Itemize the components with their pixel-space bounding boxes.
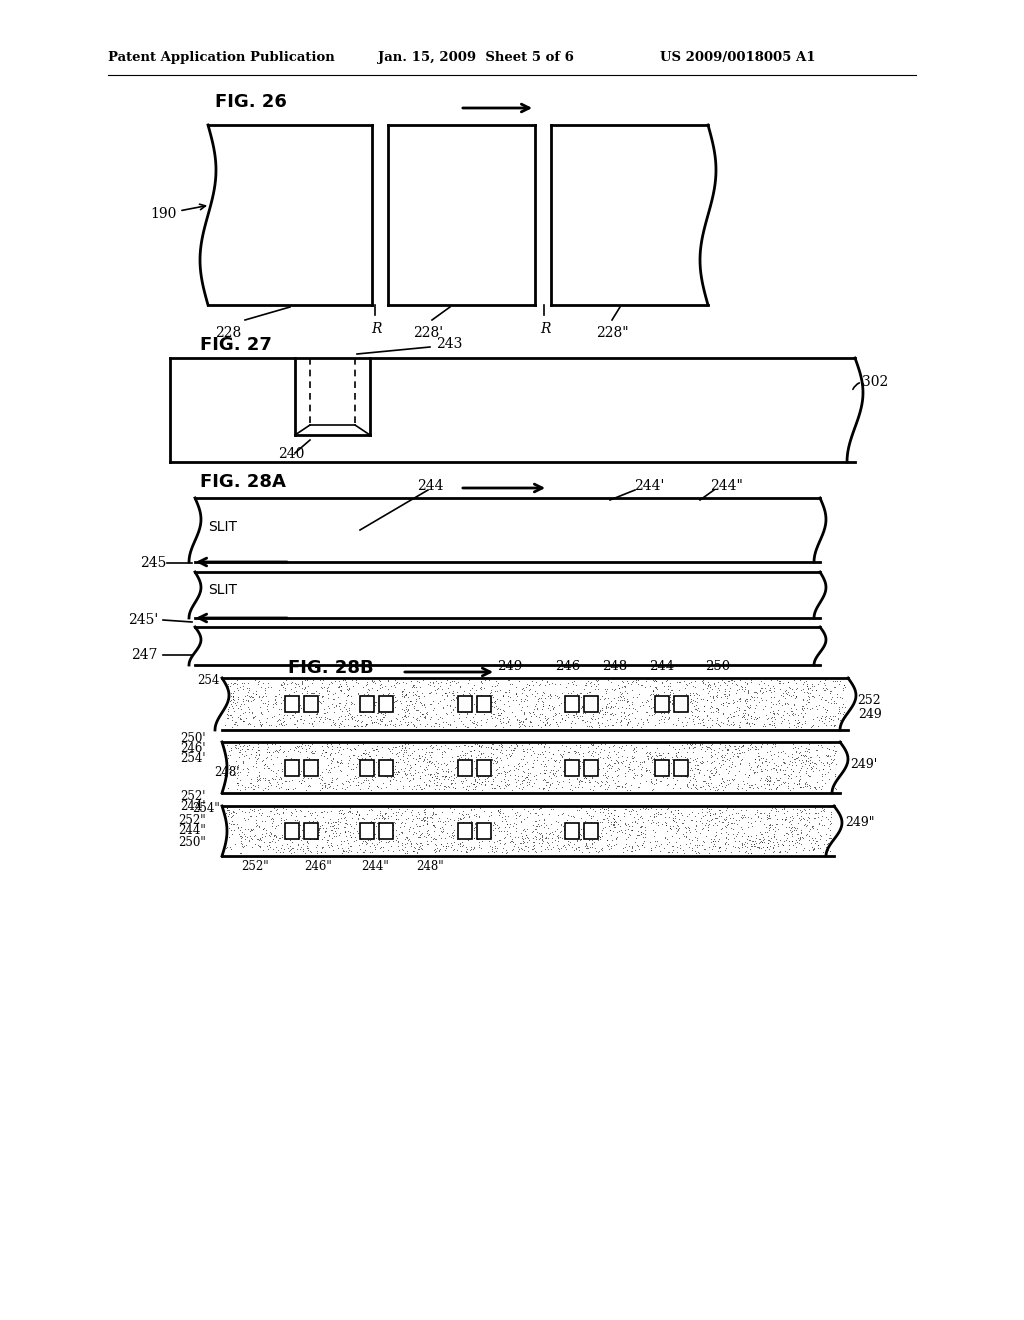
Text: 249': 249' [850,758,878,771]
Text: SLIT: SLIT [208,583,237,597]
Text: SLIT: SLIT [208,520,237,535]
Bar [674,759,688,776]
Bar [379,822,393,840]
Text: 250': 250' [180,731,206,744]
Text: 246': 246' [180,742,206,755]
Text: 248': 248' [215,766,240,779]
Text: 228: 228 [215,326,241,341]
Bar [458,696,472,711]
Text: 228": 228" [596,326,629,341]
Bar [360,696,374,711]
Bar [360,822,374,840]
Text: 244": 244" [361,859,389,873]
Bar [379,759,393,776]
Text: 248: 248 [602,660,628,673]
Text: FIG. 28B: FIG. 28B [288,659,374,677]
Text: 302: 302 [862,375,888,389]
Text: 243: 243 [436,337,463,351]
Text: 244: 244 [418,479,444,492]
Bar [304,696,318,711]
Bar [584,822,598,840]
Text: 252': 252' [180,789,206,803]
Text: 254': 254' [180,751,206,764]
Text: 249: 249 [498,660,522,673]
Text: FIG. 27: FIG. 27 [200,337,272,354]
Text: 244: 244 [649,660,675,673]
Text: 190: 190 [150,205,206,220]
Bar [565,822,579,840]
Bar [565,759,579,776]
Bar [655,696,669,711]
Text: 250: 250 [706,660,730,673]
Text: 249": 249" [845,816,874,829]
Text: R: R [540,322,550,337]
Bar [458,822,472,840]
Bar [304,822,318,840]
Bar [458,759,472,776]
Bar [584,759,598,776]
Bar [379,696,393,711]
Text: FIG. 26: FIG. 26 [215,92,287,111]
Bar [477,696,490,711]
Text: 250": 250" [178,837,206,850]
Text: 245': 245' [128,612,158,627]
Bar [285,759,299,776]
Text: 248": 248" [416,859,443,873]
Text: US 2009/0018005 A1: US 2009/0018005 A1 [660,51,815,65]
Text: 244": 244" [178,825,206,837]
Text: 254: 254 [198,673,220,686]
Text: 252: 252 [857,693,881,706]
Bar [285,696,299,711]
Text: 252": 252" [178,813,206,826]
Bar [360,759,374,776]
Bar [565,696,579,711]
Bar [477,759,490,776]
Text: 249: 249 [858,708,882,721]
Text: 245: 245 [139,556,166,570]
Text: FIG. 28A: FIG. 28A [200,473,286,491]
Text: 228': 228' [413,326,443,341]
Text: Patent Application Publication: Patent Application Publication [108,51,335,65]
Text: 246": 246" [304,859,332,873]
Text: 252": 252" [242,859,269,873]
Bar [477,822,490,840]
Text: 254": 254" [193,801,220,814]
Text: 244': 244' [180,800,206,813]
Text: 244': 244' [634,479,665,492]
Bar [285,822,299,840]
Text: R: R [371,322,381,337]
Bar [584,696,598,711]
Text: 240: 240 [278,447,304,461]
Text: 244": 244" [710,479,742,492]
Text: Jan. 15, 2009  Sheet 5 of 6: Jan. 15, 2009 Sheet 5 of 6 [378,51,573,65]
Text: 247: 247 [131,648,158,663]
Bar [655,759,669,776]
Text: 246: 246 [555,660,581,673]
Bar [304,759,318,776]
Bar [674,696,688,711]
